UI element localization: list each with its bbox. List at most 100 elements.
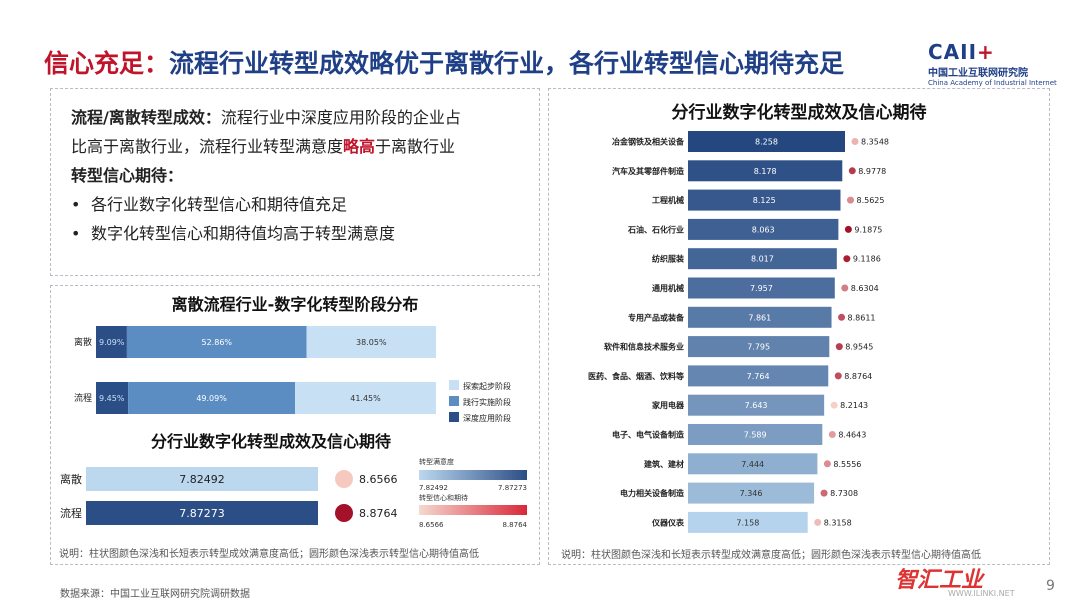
industry-satisfaction-bar [688,189,841,211]
summary-bullet-2: 数字化转型信心和期待值均高于转型满意度 [71,219,519,248]
caii-logo: CAII+ 中国工业互联网研究院 China Academy of Indust… [928,40,1057,87]
industry-confidence-label: 8.8611 [848,313,876,322]
stage-category-label: 流程 [74,392,92,404]
industry-confidence-dot [820,489,828,497]
industry-confidence-dot [828,431,836,438]
industry-confidence-label: 8.2143 [840,401,868,410]
industry-satisfaction-bar [688,511,808,533]
industry-category-label: 电力相关设备制造 [620,488,684,498]
stage-segment-label: 41.45% [350,394,381,403]
industry-satisfaction-label: 8.178 [754,167,777,176]
industry-confidence-dot [814,518,822,526]
stage-legend-swatch [449,412,459,422]
industry-satisfaction-bar [688,394,825,416]
industry-satisfaction-label: 7.957 [750,284,773,293]
industry-satisfaction-label: 7.444 [741,460,764,469]
stage-bar-segment [126,326,307,358]
industry-category-label: 医药、食品、烟酒、饮料等 [588,371,684,381]
industry-category-label: 家用电器 [652,400,685,410]
industry-chart-panel: 分行业数字化转型成效及信心期待 冶金钢铁及相关设备 8.258 8.3548 汽车及其… [548,88,1050,565]
industry-confidence-dot [844,225,852,233]
industry-category-label: 纺织服装 [652,254,684,264]
logo-mark: CAII+ [928,40,1048,64]
stage-segment-label: 9.45% [99,394,125,403]
industry-satisfaction-bar [688,336,830,358]
industry-satisfaction-label: 7.346 [740,489,763,498]
stage-bar-segment [96,382,129,414]
industry-confidence-dot [830,401,838,409]
industry-satisfaction-label: 7.643 [745,401,768,410]
scale-circle-min: 8.6566 [419,521,444,529]
compare-chart-title: 分行业数字化转型成效及信心期待 [151,432,391,451]
left-note: 说明：柱状图颜色深浅和长短表示转型成效满意度高低；圆形颜色深浅表示转型信心期待值… [59,547,479,560]
industry-category-label: 汽车及其零部件制造 [612,166,684,176]
industry-confidence-label: 8.3158 [824,518,852,527]
logo-cn: 中国工业互联网研究院 [928,68,1028,79]
data-source: 数据来源：中国工业互联网研究院调研数据 [60,589,250,600]
logo-mark-text: CAII [928,40,978,64]
industry-satisfaction-bar [688,131,845,152]
compare-satisfaction-label: 7.87273 [179,507,225,520]
summary-line-2-b: 于离散行业 [375,137,456,156]
stage-legend-swatch [449,396,459,406]
logo-en: China Academy of Industrial Internet [928,79,1057,87]
industry-confidence-label: 8.9545 [845,343,873,352]
industry-satisfaction-bar [688,424,823,445]
stage-segment-label: 52.86% [202,338,233,347]
industry-chart: 冶金钢铁及相关设备 8.258 8.3548 汽车及其零部件制造 8.178 8.9778… [588,131,889,533]
stage-bar-segment [128,382,296,414]
stage-category-label: 离散 [74,336,92,348]
industry-category-label: 专用产品或装备 [628,312,685,322]
stage-segment-label: 38.05% [356,338,387,347]
stage-legend-label: 探索起步阶段 [463,381,511,391]
compare-satisfaction-bar [86,501,318,525]
industry-satisfaction-label: 7.158 [736,518,759,527]
title-main: 流程行业转型成效略优于离散行业，各行业转型信心期待充足 [169,49,845,78]
industry-satisfaction-bar [688,306,832,328]
stage-bar-segment [96,326,127,358]
industry-category-label: 工程机械 [652,195,684,205]
industry-confidence-label: 8.3548 [861,138,889,147]
stage-legend-label: 践行实施阶段 [463,397,511,407]
industry-satisfaction-label: 8.017 [751,255,774,264]
industry-satisfaction-bar [688,365,829,387]
scale-circle-max: 8.8764 [503,521,528,529]
industry-confidence-label: 8.9778 [858,167,886,176]
stage-legend-swatch [449,380,459,390]
industry-satisfaction-label: 7.795 [747,343,770,352]
industry-confidence-label: 8.5625 [856,196,884,205]
summary-line-2-a: 比高于离散行业，流程行业转型满意度 [71,137,344,156]
industry-confidence-label: 9.1875 [854,225,882,234]
scale-bar-gradient [419,470,527,480]
compare-category-label: 流程 [60,506,82,520]
scale-circle-gradient [419,505,527,515]
stage-segment-label: 9.09% [99,338,125,347]
summary-heading-1: 流程/离散转型成效： [71,108,221,127]
page-number: 9 [1046,578,1055,594]
industry-confidence-dot [841,284,849,292]
industry-satisfaction-label: 8.063 [752,225,775,234]
compare-chart: 离散 7.82492 8.6566 流程 7.87273 8.8764 [60,467,398,525]
logo-mark-suffix: + [977,40,995,64]
compare-confidence-dot [335,470,353,488]
stage-legend-label: 深度应用阶段 [463,413,511,423]
watermark-logo: 智汇工业 [895,568,984,593]
industry-satisfaction-label: 7.861 [748,313,771,322]
industry-chart-svg: 分行业数字化转型成效及信心期待 冶金钢铁及相关设备 8.258 8.3548 汽车及其… [561,102,981,561]
summary-line-3: 转型信心期待： [71,161,519,190]
stage-chart: 离散 9.09% 52.86% 38.05% 流程 9.45% 49.09% 41.45% [74,326,436,414]
industry-confidence-dot [823,460,831,468]
industry-confidence-dot [838,313,846,321]
stage-bar-segment [295,382,436,414]
industry-confidence-label: 8.7308 [830,489,858,498]
industry-category-label: 石油、石化行业 [627,224,684,234]
right-note: 说明：柱状图颜色深浅和长短表示转型成效满意度高低；圆形颜色深浅表示转型信心期待值… [561,548,981,561]
compare-satisfaction-label: 7.82492 [179,473,225,486]
industry-satisfaction-bar [688,482,815,504]
industry-confidence-label: 8.4643 [838,431,866,440]
industry-confidence-dot [848,167,856,175]
compare-confidence-label: 8.8764 [359,507,398,520]
stage-bar-segment [306,326,436,358]
industry-category-label: 通用机械 [652,283,684,293]
industry-category-label: 建筑、建材 [643,459,684,469]
